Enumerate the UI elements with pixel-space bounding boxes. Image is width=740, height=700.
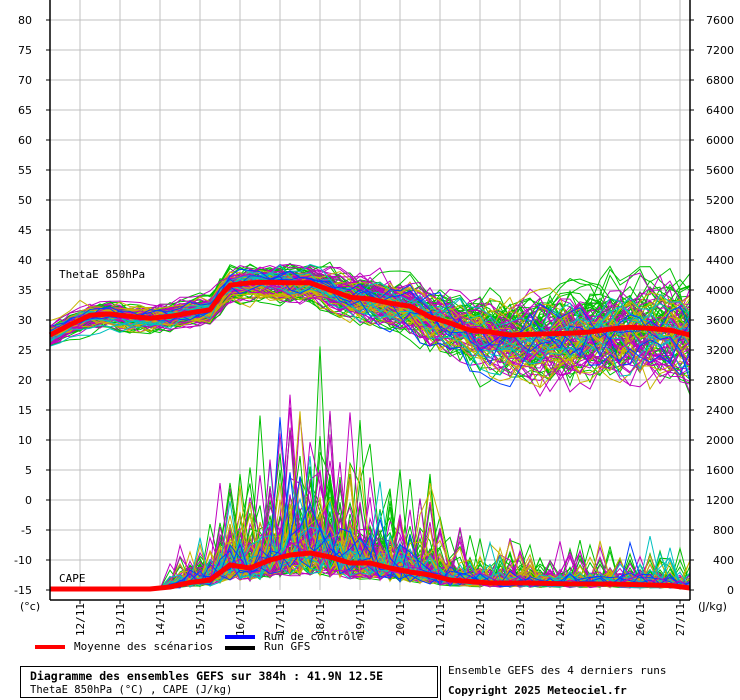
y-left-tick-label: 60 [18, 134, 32, 147]
x-tick-label: 16/11 [234, 603, 247, 636]
y-right-tick-label: 1200 [706, 494, 734, 507]
y-left-tick-label: 50 [18, 194, 32, 207]
y-right-tick-label: 5600 [706, 164, 734, 177]
legend-mean-swatch [35, 645, 65, 649]
cape-mean-line [50, 550, 691, 592]
mean-lines [48, 279, 691, 592]
x-tick-label: 20/11 [394, 603, 407, 636]
y-right-tick-label: 2000 [706, 434, 734, 447]
footer-ensemble-note: Ensemble GEFS des 4 derniers runs [448, 664, 667, 677]
x-tick-label: 24/11 [554, 603, 567, 636]
y-left-tick-label: 55 [18, 164, 32, 177]
legend-control-swatch [225, 635, 255, 639]
y-left-tick-label: 0 [25, 494, 32, 507]
y-left-tick-label: 25 [18, 344, 32, 357]
x-tick-label: 26/11 [634, 603, 647, 636]
y-left-tick-label: 80 [18, 14, 32, 27]
ensemble-members [49, 261, 691, 591]
x-tick-label: 22/11 [474, 603, 487, 636]
y-right-tick-label: 3600 [706, 314, 734, 327]
x-tick-label: 15/11 [194, 603, 207, 636]
thetae-annotation: ThetaE 850hPa [59, 268, 145, 281]
x-tick-label: 19/11 [354, 603, 367, 636]
x-tick-label: 12/11 [74, 603, 87, 636]
left-unit-label: (°c) [20, 600, 40, 613]
thetae-member-line [49, 264, 691, 367]
x-tick-label: 23/11 [514, 603, 527, 636]
x-tick-label: 17/11 [274, 603, 287, 636]
x-tick-label: 25/11 [594, 603, 607, 636]
y-right-tick-label: 0 [727, 584, 734, 597]
y-left-tick-label: 20 [18, 374, 32, 387]
x-tick-label: 21/11 [434, 603, 447, 636]
y-left-tick-label: 45 [18, 224, 32, 237]
y-left-tick-label: -5 [21, 524, 32, 537]
y-left-tick-label: 35 [18, 284, 32, 297]
y-right-tick-label: 800 [713, 524, 734, 537]
y-right-tick-label: 7600 [706, 14, 734, 27]
cape-annotation: CAPE [59, 572, 86, 585]
footer-copyright: Copyright 2025 Meteociel.fr [448, 684, 627, 697]
y-right-tick-label: 6400 [706, 104, 734, 117]
y-right-tick-label: 7200 [706, 44, 734, 57]
y-left-tick-label: 40 [18, 254, 32, 267]
x-tick-label: 14/11 [154, 603, 167, 636]
y-left-tick-label: 5 [25, 464, 32, 477]
y-right-tick-label: 4800 [706, 224, 734, 237]
thetae-mean-line [48, 279, 691, 338]
y-left-tick-label: 10 [18, 434, 32, 447]
x-tick-label: 13/11 [114, 603, 127, 636]
y-right-tick-label: 6800 [706, 74, 734, 87]
y-right-tick-label: 2800 [706, 374, 734, 387]
y-left-tick-label: 70 [18, 74, 32, 87]
thetae-member-line [49, 269, 691, 384]
legend-control-label: Run de contrôle [264, 630, 364, 643]
legend-gfs-swatch [225, 646, 255, 650]
x-axis-ticks: 12/11 13/11 14/11 15/11 16/11 17/11 18/11 19/11… [74, 600, 687, 636]
y-right-tick-label: 4000 [706, 284, 734, 297]
x-tick-label: 27/11 [674, 603, 687, 636]
footer-separator [440, 666, 441, 700]
y-left-tick-label: -15 [14, 584, 32, 597]
y-left-tick-label: 75 [18, 44, 32, 57]
legend-gfs-label: Run GFS [264, 640, 311, 653]
y-right-tick-label: 3200 [706, 344, 734, 357]
thetae-member-line [49, 268, 691, 388]
y-left-tick-label: 30 [18, 314, 32, 327]
y-right-tick-label: 1600 [706, 464, 734, 477]
y-left-tick-label: -10 [14, 554, 32, 567]
thetae-member-line [49, 273, 691, 353]
ensemble-chart: 80757065605550454035302520151050-5-10-15… [14, 0, 734, 636]
y-left-tick-label: 15 [18, 404, 32, 417]
y-right-tick-label: 6000 [706, 134, 734, 147]
footer-title-box: Diagramme des ensembles GEFS sur 384h : … [20, 666, 438, 698]
y-right-tick-label: 400 [713, 554, 734, 567]
thetae-member-line [49, 274, 691, 374]
x-tick-label: 18/11 [314, 603, 327, 636]
y-right-tick-label: 4400 [706, 254, 734, 267]
y-axis-right-ticks: 7600720068006400600056005200480044004000… [690, 14, 734, 597]
legend-mean-label: Moyenne des scénarios [74, 640, 214, 653]
y-right-tick-label: 5200 [706, 194, 734, 207]
footer-subtitle: ThetaE 850hPa (°C) , CAPE (J/kg) [30, 684, 233, 696]
right-unit-label: (J/kg) [698, 600, 727, 613]
y-right-tick-label: 2400 [706, 404, 734, 417]
y-left-tick-label: 65 [18, 104, 32, 117]
footer-title: Diagramme des ensembles GEFS sur 384h : … [30, 669, 384, 683]
thetae-member-line [49, 267, 691, 394]
